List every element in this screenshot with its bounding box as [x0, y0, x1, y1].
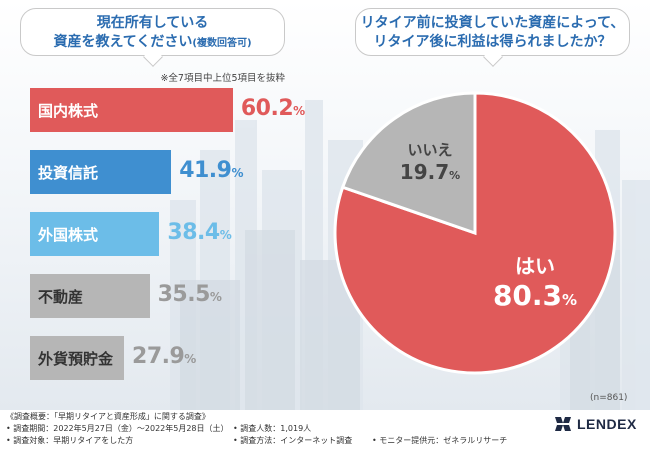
footer-period: • 調査期間：2022年5月27日（金）〜2022年5月28日（土）	[6, 424, 229, 433]
lendex-logo: LENDEX	[553, 414, 643, 434]
left-question-line2-wrap: 資産を教えてください(複数回答可)	[21, 33, 284, 53]
bar-value-1: 60.2%	[240, 96, 305, 121]
footer-count: • 調査人数：1,019人	[233, 424, 312, 433]
pie-value-1: 80.3%	[493, 279, 577, 312]
left-question-line2: 資産を教えてください	[53, 34, 193, 50]
sample-size-label: (n=861)	[590, 393, 628, 403]
bar-label-4: 不動産	[38, 287, 84, 306]
left-question-note: (複数回答可)	[192, 38, 252, 49]
pie-label-2: いいえ	[407, 141, 452, 159]
pie-value-2: 19.7%	[400, 160, 460, 184]
pie-slice-2	[340, 91, 477, 236]
footer-overview: 《調査概要：「早期リタイアと資産形成」に関する調査》	[6, 412, 210, 421]
bar-label-3: 外国株式	[38, 225, 99, 244]
bar-value-5: 27.9%	[132, 344, 196, 369]
bar-5: 外貨預貯金	[30, 336, 125, 380]
bar-label-1: 国内株式	[38, 101, 99, 120]
survey-footer: 《調査概要：「早期リタイアと資産形成」に関する調査》 • 調査期間：2022年5…	[0, 410, 650, 450]
right-question-callout: リタイア前に投資していた資産によって、 リタイア後に利益は得られましたか？	[355, 8, 630, 67]
bar-4: 不動産	[30, 274, 150, 318]
footer-method: • 調査方法：インターネット調査	[233, 436, 353, 445]
footer-monitor: • モニター提供元：ゼネラルリサーチ	[372, 436, 508, 445]
right-question-line1: リタイア前に投資していた資産によって、	[360, 15, 625, 31]
pie-label-1: はい	[515, 254, 555, 278]
bar-3: 外国株式	[30, 212, 160, 256]
right-question-line2: リタイア後に利益は得られましたか？	[373, 34, 612, 50]
footer-target: • 調査対象：早期リタイアをした方	[6, 436, 134, 445]
bar-value-3: 38.4%	[167, 220, 232, 245]
bar-value-4: 35.5%	[157, 282, 222, 307]
lendex-logo-text: LENDEX	[577, 416, 637, 432]
bar-value-2: 41.9%	[179, 158, 243, 183]
lendex-logo-icon	[555, 417, 571, 431]
subnote: ※全7項目中上位5項目を抜粋	[160, 73, 285, 84]
left-question-callout: 現在所有している 資産を教えてください(複数回答可)	[20, 8, 285, 67]
bar-1: 国内株式	[30, 88, 233, 132]
bar-label-2: 投資信託	[38, 163, 99, 182]
bar-2: 投資信託	[30, 150, 172, 194]
left-question-line1: 現在所有している	[96, 15, 209, 31]
bar-label-5: 外貨預貯金	[38, 349, 114, 368]
